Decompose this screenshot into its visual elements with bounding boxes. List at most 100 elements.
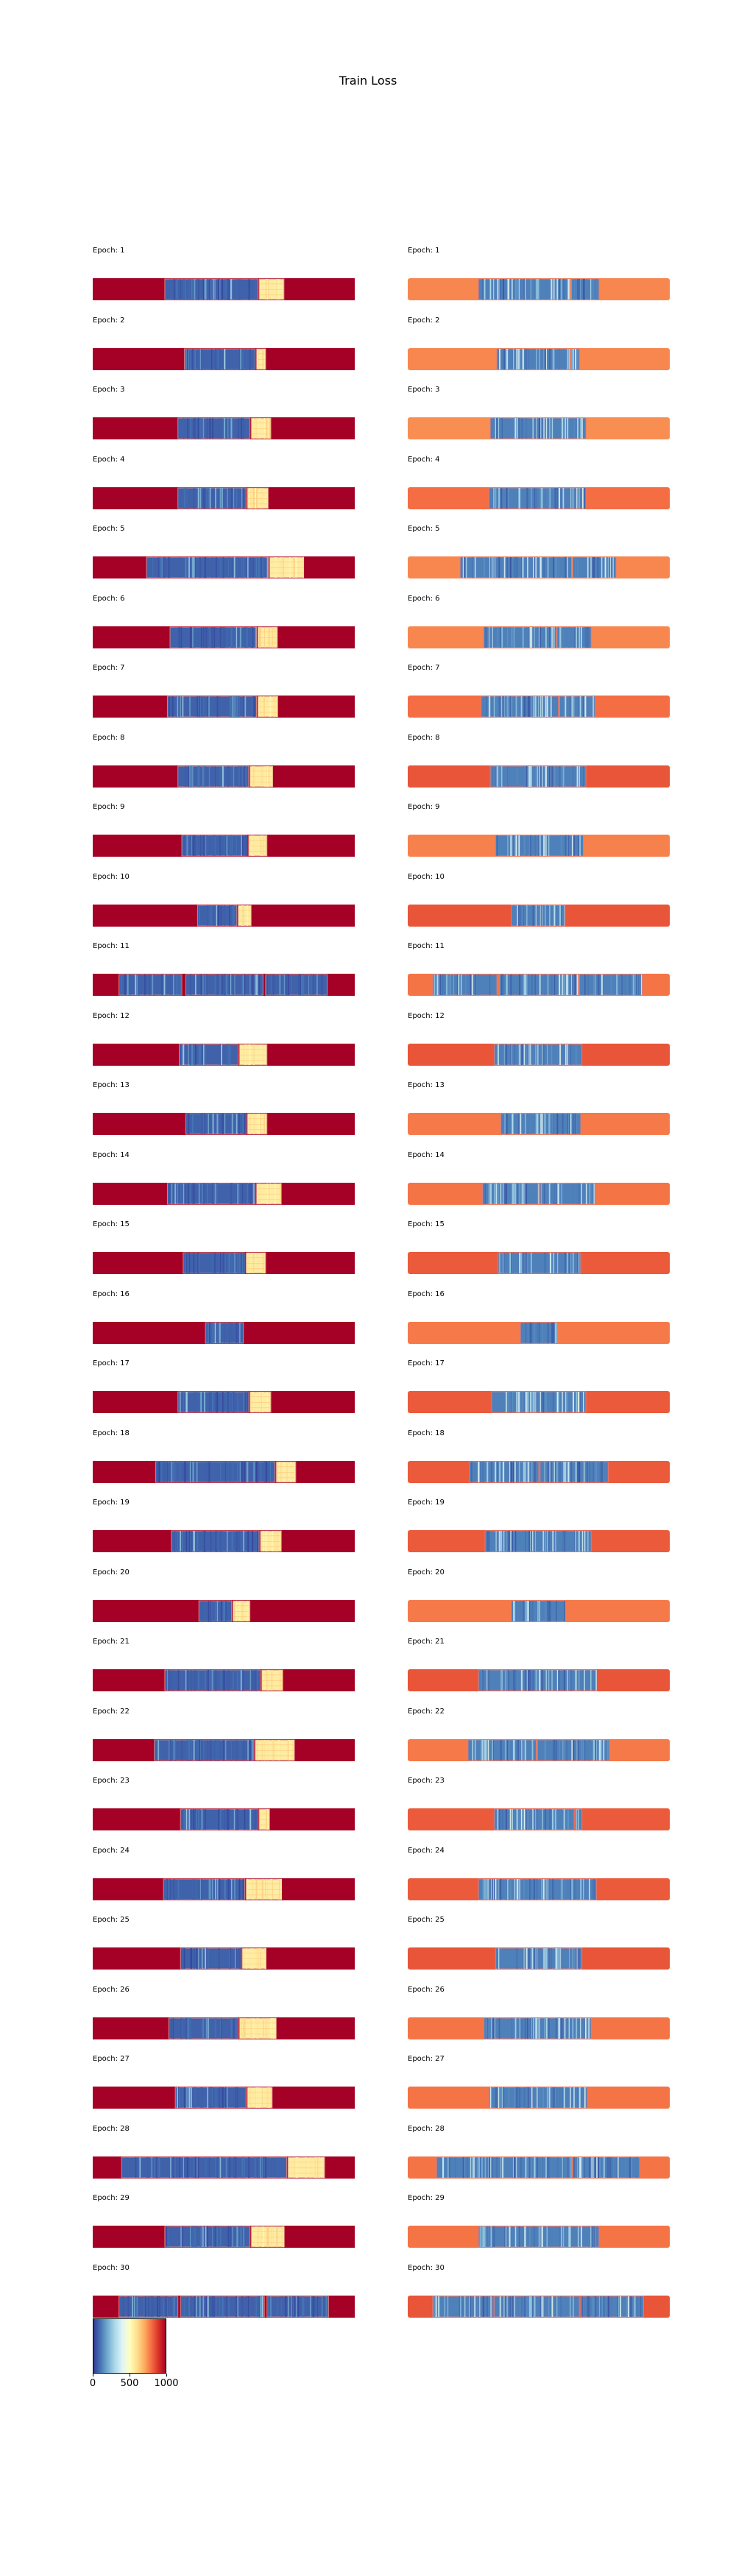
epoch-label: Epoch: 26: [408, 1985, 445, 1994]
strip-segment: [178, 1044, 239, 1065]
epoch-label: Epoch: 27: [408, 2055, 445, 2063]
strip-segment: [238, 2017, 277, 2039]
epoch-label: Epoch: 4: [93, 455, 125, 464]
heatmap-strip-right: [408, 2017, 670, 2039]
heatmap-strip-left: [93, 1321, 355, 1344]
strip-segment: [275, 1461, 297, 1482]
heatmap-strip-left: [93, 1391, 355, 1413]
strip-segment: [539, 1461, 609, 1482]
epoch-label: Epoch: 29: [93, 2194, 130, 2202]
epoch-label: Epoch: 12: [93, 1011, 130, 1020]
heatmap-strip-right: [408, 1113, 670, 1135]
strip-segment: [511, 1600, 566, 1621]
strip-segment: [258, 1808, 270, 1830]
heatmap-strip-right: [408, 556, 670, 578]
epoch-label: Epoch: 17: [408, 1359, 445, 1367]
epoch-label: Epoch: 2: [408, 316, 440, 325]
epoch-label: Epoch: 16: [408, 1289, 445, 1298]
strip-segment: [469, 1461, 539, 1482]
heatmap-strip-left: [93, 1113, 355, 1135]
heatmap-strip-right: [408, 1808, 670, 1830]
epoch-label: Epoch: 28: [93, 2124, 130, 2133]
epoch-label: Epoch: 24: [408, 1846, 445, 1855]
epoch-label: Epoch: 18: [93, 1429, 130, 1437]
heatmap-strip-right: [408, 626, 670, 648]
heatmap-strip-right: [408, 278, 670, 300]
heatmap-strip-left: [93, 417, 355, 439]
heatmap-strip-left: [93, 1530, 355, 1552]
strip-segment: [250, 1391, 272, 1413]
strip-segment: [183, 1252, 245, 1274]
epoch-label: Epoch: 20: [408, 1568, 445, 1577]
strip-segment: [467, 1739, 537, 1761]
heatmap-strip-right: [408, 1460, 670, 1483]
strip-segment: [580, 2296, 644, 2317]
strip-segment: [483, 626, 556, 648]
epoch-label: Epoch: 21: [408, 1638, 445, 1646]
epoch-label: Epoch: 13: [408, 1081, 445, 1089]
strip-segment: [478, 1669, 597, 1691]
colorbar-tick-label: 1000: [154, 2378, 179, 2389]
epoch-label: Epoch: 25: [408, 1916, 445, 1924]
strip-segment: [146, 556, 269, 578]
epoch-label: Epoch: 30: [408, 2263, 445, 2272]
epoch-label: Epoch: 4: [408, 455, 440, 464]
epoch-label: Epoch: 21: [93, 1638, 130, 1646]
strip-segment: [184, 348, 256, 369]
strip-segment: [247, 2087, 273, 2109]
strip-segment: [571, 348, 580, 369]
heatmap-strip-left: [93, 1669, 355, 1691]
heatmap-strip-right: [408, 696, 670, 718]
heatmap-strip-right: [408, 1043, 670, 1066]
strip-segment: [169, 626, 257, 648]
strip-segment: [478, 1878, 597, 1900]
strip-segment: [537, 1739, 610, 1761]
heatmap-strip-right: [408, 1530, 670, 1552]
epoch-label: Epoch: 28: [408, 2124, 445, 2133]
heatmap-strip-right: [408, 1738, 670, 1761]
strip-segment: [166, 696, 257, 718]
strip-segment: [459, 556, 572, 578]
strip-segment: [575, 1808, 583, 1830]
strip-segment: [495, 835, 584, 857]
heatmap-strip-right: [408, 1599, 670, 1622]
heatmap-strip-right: [408, 1878, 670, 1900]
heatmap-strip-left: [93, 2226, 355, 2248]
heatmap-strip-right: [408, 1182, 670, 1205]
strip-segment: [484, 1530, 592, 1552]
strip-segment: [257, 626, 278, 648]
colorbar: [93, 2318, 166, 2374]
epoch-label: Epoch: 3: [93, 386, 125, 394]
heatmap-strip-right: [408, 2156, 670, 2179]
strip-segment: [181, 835, 248, 857]
strip-segment: [495, 1947, 583, 1970]
strip-segment: [571, 278, 600, 300]
strip-segment: [488, 2087, 588, 2109]
strip-segment: [238, 905, 252, 926]
strip-segment: [559, 696, 596, 718]
epoch-label: Epoch: 18: [408, 1429, 445, 1437]
epoch-label: Epoch: 13: [93, 1081, 130, 1089]
heatmap-strip-right: [408, 2295, 670, 2318]
heatmap-strip-left: [93, 765, 355, 788]
strip-segment: [250, 2226, 285, 2248]
strip-segment: [539, 1183, 596, 1204]
epoch-label: Epoch: 10: [93, 872, 130, 881]
epoch-label: Epoch: 29: [408, 2194, 445, 2202]
epoch-label: Epoch: 7: [93, 664, 125, 672]
strip-segment: [198, 1600, 233, 1621]
colorbar-gradient: [93, 2318, 166, 2374]
strip-segment: [498, 1252, 581, 1274]
epoch-label: Epoch: 6: [93, 594, 125, 603]
epoch-label: Epoch: 15: [93, 1220, 130, 1228]
heatmap-strip-right: [408, 1321, 670, 1344]
strip-segment: [180, 1947, 241, 1970]
epoch-label: Epoch: 19: [408, 1498, 445, 1507]
heatmap-strip-left: [93, 1599, 355, 1622]
strip-segment: [481, 696, 559, 718]
strip-segment: [261, 1669, 283, 1691]
strip-segment: [168, 2017, 239, 2039]
heatmap-strip-left: [93, 696, 355, 718]
strip-segment: [489, 765, 587, 787]
strip-segment: [238, 1044, 268, 1065]
